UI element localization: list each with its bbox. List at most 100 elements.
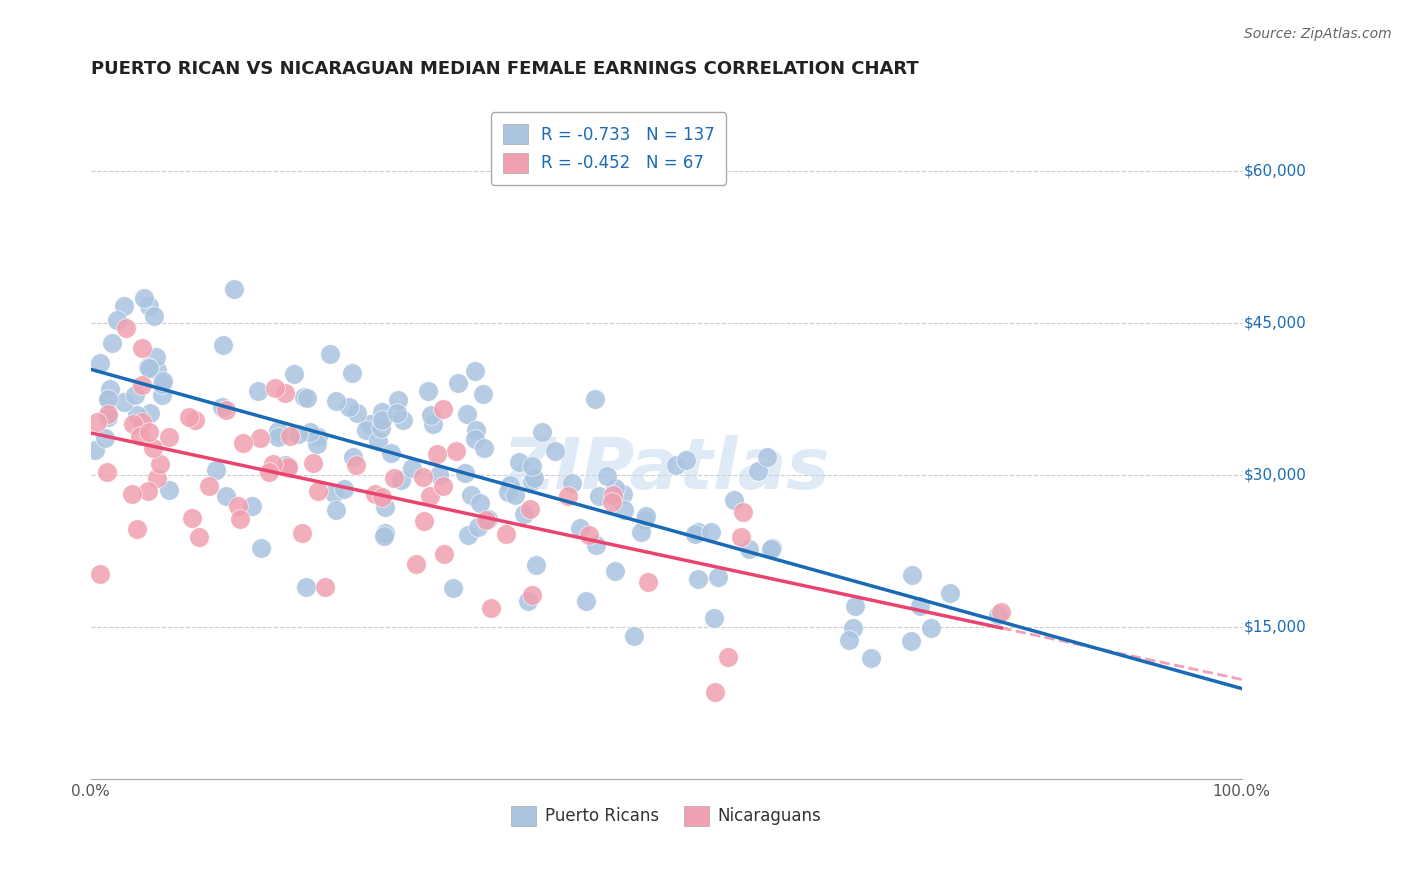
Point xyxy=(561,475,583,490)
Point xyxy=(277,460,299,475)
Point xyxy=(636,509,658,524)
Point xyxy=(520,459,543,474)
Point xyxy=(456,407,478,421)
Point xyxy=(97,410,120,425)
Point xyxy=(295,392,318,406)
Point xyxy=(319,347,342,361)
Point xyxy=(704,684,727,698)
Point xyxy=(471,387,494,401)
Point xyxy=(600,494,623,508)
Point xyxy=(374,525,396,540)
Point xyxy=(524,558,547,573)
Point xyxy=(157,483,180,498)
Point xyxy=(97,392,120,407)
Point xyxy=(901,568,924,582)
Point xyxy=(346,406,368,420)
Point xyxy=(114,394,136,409)
Point xyxy=(755,450,778,464)
Point xyxy=(557,489,579,503)
Point xyxy=(585,537,607,551)
Point xyxy=(910,599,932,614)
Point xyxy=(613,502,636,516)
Point xyxy=(337,401,360,415)
Point xyxy=(432,479,454,493)
Point xyxy=(124,388,146,402)
Point xyxy=(420,408,443,422)
Point xyxy=(314,580,336,594)
Point xyxy=(131,341,153,355)
Point xyxy=(138,425,160,440)
Point xyxy=(302,456,325,470)
Text: PUERTO RICAN VS NICARAGUAN MEDIAN FEMALE EARNINGS CORRELATION CHART: PUERTO RICAN VS NICARAGUAN MEDIAN FEMALE… xyxy=(90,60,918,78)
Point xyxy=(519,502,541,516)
Point xyxy=(323,486,346,500)
Point xyxy=(498,478,520,492)
Point xyxy=(184,412,207,426)
Point xyxy=(180,511,202,525)
Point xyxy=(125,523,148,537)
Text: Source: ZipAtlas.com: Source: ZipAtlas.com xyxy=(1244,27,1392,41)
Point xyxy=(703,611,725,625)
Point xyxy=(97,392,120,406)
Point xyxy=(152,374,174,388)
Point xyxy=(295,580,318,594)
Point xyxy=(596,469,619,483)
Point xyxy=(371,405,394,419)
Point xyxy=(150,388,173,402)
Point xyxy=(325,503,347,517)
Point xyxy=(612,487,634,501)
Point xyxy=(287,426,309,441)
Point xyxy=(211,400,233,414)
Point xyxy=(389,474,412,488)
Point xyxy=(149,457,172,471)
Point xyxy=(385,406,408,420)
Point xyxy=(367,434,389,448)
Point xyxy=(544,444,567,458)
Point xyxy=(602,488,624,502)
Point xyxy=(129,429,152,443)
Point xyxy=(759,541,782,556)
Point xyxy=(105,312,128,326)
Point xyxy=(139,406,162,420)
Point xyxy=(938,586,960,600)
Point xyxy=(413,515,436,529)
Point xyxy=(426,447,449,461)
Point xyxy=(761,541,783,555)
Point xyxy=(700,524,723,539)
Point xyxy=(157,430,180,444)
Point xyxy=(457,528,479,542)
Point xyxy=(380,446,402,460)
Point xyxy=(665,458,688,472)
Point xyxy=(686,525,709,540)
Point xyxy=(373,529,395,543)
Point xyxy=(920,621,942,635)
Point xyxy=(308,430,330,444)
Text: $45,000: $45,000 xyxy=(1244,316,1306,331)
Point xyxy=(344,458,367,473)
Point xyxy=(605,481,627,495)
Point xyxy=(132,291,155,305)
Point xyxy=(422,417,444,431)
Point xyxy=(859,651,882,665)
Point xyxy=(277,461,299,475)
Point xyxy=(686,572,709,586)
Point xyxy=(257,466,280,480)
Point xyxy=(215,403,238,417)
Point xyxy=(142,441,165,455)
Point xyxy=(249,431,271,445)
Point xyxy=(292,391,315,405)
Point xyxy=(198,479,221,493)
Point xyxy=(605,564,627,578)
Point xyxy=(332,482,354,496)
Point xyxy=(267,424,290,438)
Point xyxy=(454,467,477,481)
Point xyxy=(145,351,167,365)
Point xyxy=(441,581,464,595)
Text: ZIPatlas: ZIPatlas xyxy=(502,434,830,503)
Point xyxy=(138,360,160,375)
Point xyxy=(94,431,117,445)
Point xyxy=(89,566,111,581)
Point xyxy=(307,484,329,499)
Point xyxy=(569,521,592,535)
Point xyxy=(588,489,610,503)
